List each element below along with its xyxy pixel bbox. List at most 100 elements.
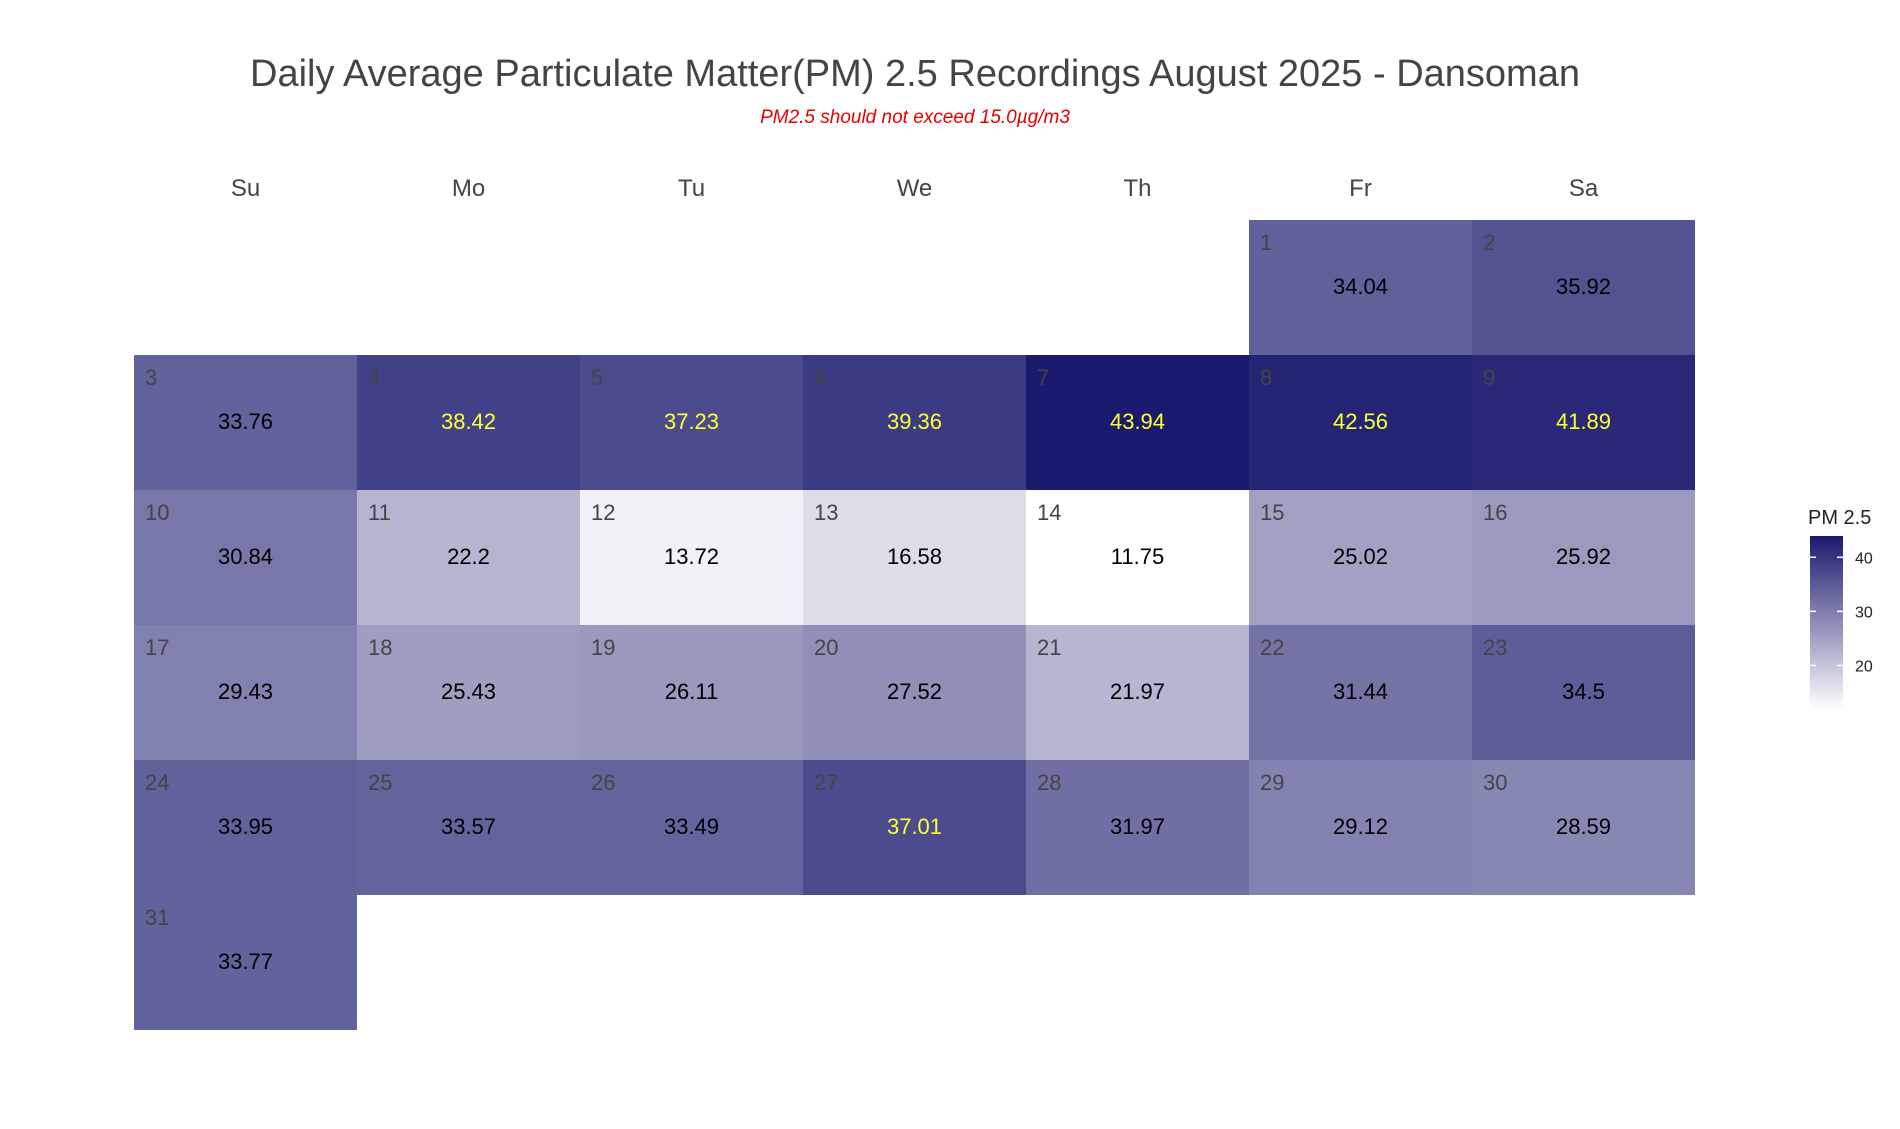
day-number: 23 — [1483, 635, 1507, 660]
pm25-value-label: 35.92 — [1556, 274, 1611, 299]
day-cell — [1472, 490, 1695, 625]
calendar-day-3: 333.76 — [134, 355, 357, 490]
day-cell — [1026, 625, 1249, 760]
day-cell — [1249, 760, 1472, 895]
calendar-day-19: 19 26.11 — [580, 625, 803, 760]
calendar-day-28: 28 31.97 — [1026, 760, 1249, 895]
day-cell — [357, 490, 580, 625]
chart-title: Daily Average Particulate Matter(PM) 2.5… — [250, 53, 1580, 95]
calendar-day-20: 20 27.52 — [803, 625, 1026, 760]
calendar-day-31: 31 33.77 — [134, 895, 357, 1030]
day-number: 1 — [1260, 230, 1272, 255]
day-cell — [803, 760, 1026, 895]
legend-title: PM 2.5 — [1808, 507, 1871, 529]
calendar-day-16: 16 25.92 — [1472, 490, 1695, 625]
day-number: 14 — [1037, 500, 1061, 525]
calendar-day-24: 24 33.95 — [134, 760, 357, 895]
day-number: 28 — [1037, 770, 1061, 795]
day-number: 24 — [145, 770, 169, 795]
day-number: 31 — [145, 905, 169, 930]
calendar-day-18: 18 25.43 — [357, 625, 580, 760]
day-cell — [1249, 625, 1472, 760]
day-cell — [357, 625, 580, 760]
weekday-label-tu: Tu — [678, 175, 705, 202]
day-number: 15 — [1260, 500, 1284, 525]
pm25-value-label: 25.43 — [441, 679, 496, 704]
pm25-value-label: 34.5 — [1562, 679, 1605, 704]
pm25-value-label: 16.58 — [887, 544, 942, 569]
calendar-day-1: 134.04 — [1249, 220, 1472, 355]
pm25-value-label: 28.59 — [1556, 814, 1611, 839]
day-number: 20 — [814, 635, 838, 660]
pm25-value-label: 25.92 — [1556, 544, 1611, 569]
day-number: 17 — [145, 635, 169, 660]
day-cell — [134, 490, 357, 625]
day-cell — [134, 760, 357, 895]
pm25-value-label: 37.23 — [664, 409, 719, 434]
legend-tick-label: 30 — [1855, 604, 1873, 621]
weekday-label-mo: Mo — [452, 175, 485, 202]
calendar-day-11: 11 22.2 — [357, 490, 580, 625]
legend-tick-label: 40 — [1855, 550, 1873, 567]
day-cell — [1026, 760, 1249, 895]
day-cell — [357, 355, 580, 490]
calendar-day-26: 26 33.49 — [580, 760, 803, 895]
weekday-label-th: Th — [1123, 175, 1151, 202]
day-number: 3 — [145, 365, 157, 390]
weekday-label-su: Su — [231, 175, 260, 202]
calendar-day-12: 12 13.72 — [580, 490, 803, 625]
day-cell — [134, 895, 357, 1030]
day-cell — [580, 490, 803, 625]
color-legend: PM 2.5 20 30 40 — [1808, 507, 1873, 710]
pm25-value-label: 29.12 — [1333, 814, 1388, 839]
pm25-value-label: 37.01 — [887, 814, 942, 839]
calendar-day-9: 941.89 — [1472, 355, 1695, 490]
calendar-day-4: 438.42 — [357, 355, 580, 490]
day-number: 25 — [368, 770, 392, 795]
pm25-value-label: 33.57 — [441, 814, 496, 839]
day-number: 7 — [1037, 365, 1049, 390]
day-cell — [1026, 490, 1249, 625]
pm25-value-label: 33.49 — [664, 814, 719, 839]
pm25-value-label: 13.72 — [664, 544, 719, 569]
day-cell — [1472, 220, 1695, 355]
day-cell — [1472, 760, 1695, 895]
day-cell — [1472, 625, 1695, 760]
calendar-day-5: 537.23 — [580, 355, 803, 490]
pm25-value-label: 30.84 — [218, 544, 273, 569]
day-number: 30 — [1483, 770, 1507, 795]
day-cell — [1026, 355, 1249, 490]
pm25-value-label: 27.52 — [887, 679, 942, 704]
pm25-value-label: 29.43 — [218, 679, 273, 704]
day-number: 18 — [368, 635, 392, 660]
calendar-day-14: 14 11.75 — [1026, 490, 1249, 625]
pm25-value-label: 22.2 — [447, 544, 490, 569]
calendar-day-25: 25 33.57 — [357, 760, 580, 895]
day-cell — [803, 625, 1026, 760]
day-cell — [803, 490, 1026, 625]
day-cell — [1249, 220, 1472, 355]
calendar-day-27: 27 37.01 — [803, 760, 1026, 895]
day-number: 11 — [368, 500, 391, 525]
day-number: 8 — [1260, 365, 1272, 390]
day-cell — [134, 625, 357, 760]
calendar-cells: 134.04235.92333.76438.42537.23639.36743.… — [134, 220, 1695, 1030]
pm25-value-label: 38.42 — [441, 409, 496, 434]
calendar-day-23: 23 34.5 — [1472, 625, 1695, 760]
day-cell — [580, 625, 803, 760]
calendar-day-21: 21 21.97 — [1026, 625, 1249, 760]
weekday-label-sa: Sa — [1569, 175, 1599, 202]
pm25-value-label: 34.04 — [1333, 274, 1388, 299]
calendar-day-15: 15 25.02 — [1249, 490, 1472, 625]
calendar-day-2: 235.92 — [1472, 220, 1695, 355]
weekday-label-we: We — [897, 175, 933, 202]
pm25-value-label: 26.11 — [665, 679, 718, 704]
weekday-label-fr: Fr — [1349, 175, 1372, 202]
legend-colorbar — [1810, 536, 1843, 710]
pm25-value-label: 21.97 — [1110, 679, 1165, 704]
day-number: 5 — [591, 365, 603, 390]
day-cell — [1249, 355, 1472, 490]
day-number: 6 — [814, 365, 826, 390]
pm25-value-label: 11.75 — [1111, 544, 1164, 569]
